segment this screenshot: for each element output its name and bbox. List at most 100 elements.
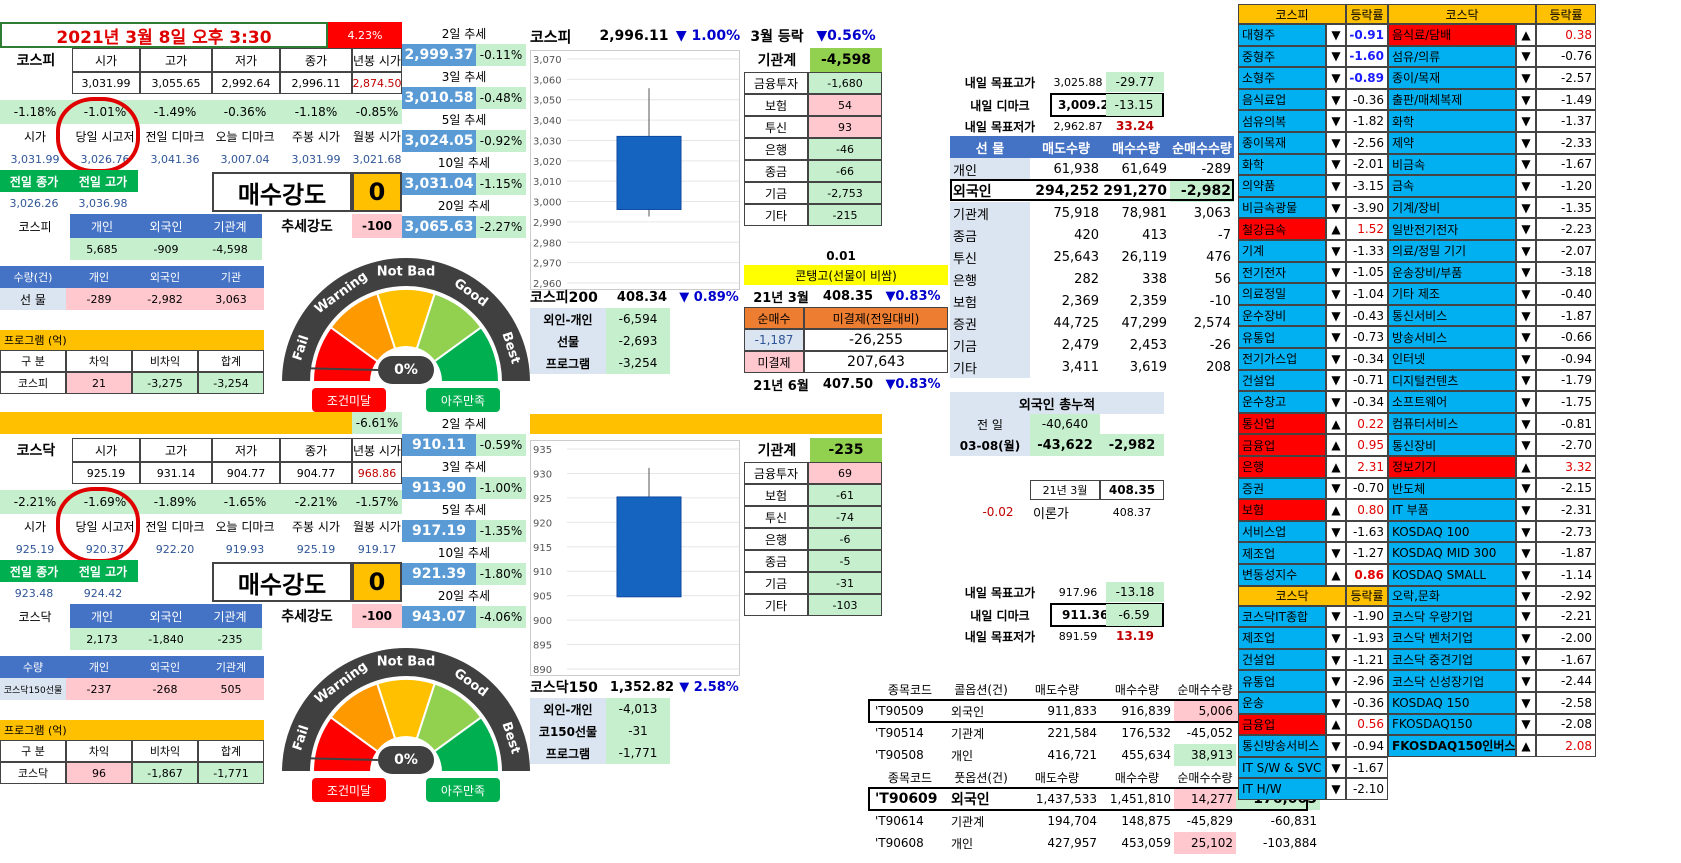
- program-value: -1,867: [132, 762, 198, 784]
- sector-cell: -0.66: [1536, 326, 1596, 348]
- trend-value: 3,010.58: [402, 87, 476, 109]
- sub-row-value: -3,254: [606, 352, 670, 374]
- kq-dmark-delta: -6.59: [1106, 604, 1162, 626]
- price-value: 2,996.11: [280, 72, 352, 94]
- cum-today: -2,982: [1100, 434, 1164, 456]
- program-value: -3,254: [198, 372, 264, 394]
- sector-cell: -1.37: [1536, 110, 1596, 132]
- gauge-label: Not Bad: [377, 265, 436, 280]
- futures-value: -2,982: [132, 288, 198, 310]
- price-header: 시가: [72, 438, 140, 462]
- arrow-icon: ▼: [1516, 520, 1536, 543]
- prev-high-label: 전일 고가: [68, 170, 138, 192]
- price-value-2: 919.17: [357, 542, 397, 556]
- futures-investor-cell: 61,649: [1121, 161, 1168, 177]
- sector-cell: 코스닥IT종합: [1238, 605, 1326, 628]
- sector-cell: -1.67: [1346, 756, 1388, 779]
- futures-investor-cell: -289: [1201, 161, 1231, 177]
- sector-cell: -1.49: [1536, 88, 1596, 111]
- futures-investor-cell: 75,918: [1053, 205, 1100, 221]
- option-cell: 개인: [951, 836, 974, 851]
- sub-index-price: 1,352.82: [610, 679, 674, 695]
- gauge-center: [378, 746, 434, 774]
- sub-index-name: 코스닥150: [530, 680, 598, 696]
- buy-strength-value: 0: [352, 562, 402, 602]
- arrow-icon: ▼: [1516, 542, 1536, 564]
- sector-cell: 방송서비스: [1388, 326, 1516, 348]
- sector-cell: -1.93: [1346, 627, 1388, 649]
- futures-investor-cell: 2,479: [1061, 337, 1099, 353]
- sector-cell: -2.58: [1536, 692, 1596, 714]
- sector-cell: -2.44: [1536, 670, 1596, 692]
- arrow-icon: ▼: [1516, 713, 1536, 736]
- sector-cell: -1.14: [1536, 564, 1596, 586]
- sector-cell: -3.90: [1346, 196, 1388, 219]
- sub-row-label: 프로그램: [530, 742, 606, 764]
- sector-cell: -0.94: [1346, 735, 1388, 757]
- trend-value: 910.11: [402, 434, 476, 456]
- sector-cell: 증권: [1238, 477, 1326, 500]
- arrow-icon: ▼: [1326, 283, 1346, 305]
- arrow-icon: ▼: [1516, 585, 1536, 606]
- option-cell: 1,437,533: [1035, 792, 1097, 806]
- option-cell: -45,829: [1174, 810, 1236, 832]
- month-change-value: ▼0.56%: [816, 28, 876, 44]
- candle-body: [616, 496, 682, 598]
- arrow-icon: ▼: [1326, 153, 1346, 176]
- sector-cell: 기타 제조: [1388, 283, 1516, 305]
- target-high-label: 내일 목표고가: [964, 75, 1036, 90]
- sector-cell: 운수창고: [1238, 391, 1326, 413]
- chart-ytick: 915: [533, 543, 552, 554]
- sector-cell: 0.86: [1346, 564, 1388, 586]
- sector-cell: 1.52: [1346, 218, 1388, 240]
- option-cell: 221,584: [1047, 726, 1097, 740]
- sector-cell: -1.87: [1536, 542, 1596, 564]
- chart-ytick: 910: [533, 567, 552, 578]
- fut2-month-value: 408.35: [1100, 480, 1164, 500]
- sector-cell: 소형주: [1238, 67, 1326, 89]
- sector-cell: -0.89: [1346, 67, 1388, 89]
- investor-header: 외국인: [134, 214, 198, 238]
- sector-cell: FKOSDAQ150: [1388, 713, 1516, 736]
- price-value: 925.19: [72, 462, 140, 484]
- program-title: 프로그램 (억): [0, 330, 264, 350]
- trend-label: 5일 추세: [441, 502, 487, 517]
- arrow-icon: ▲: [1326, 456, 1346, 478]
- futures-investor-cell: 413: [1142, 227, 1167, 243]
- inst-row-label: 보험: [744, 94, 808, 116]
- inst-total-value: -4,598: [810, 48, 882, 72]
- trend-pct: -0.11%: [476, 44, 526, 66]
- futures-investor-cell: 2,369: [1061, 293, 1099, 309]
- sub-row-label: 프로그램: [530, 352, 606, 374]
- price-value-2: 919.93: [225, 542, 265, 556]
- sector-cell: KOSDAQ SMALL: [1388, 564, 1516, 586]
- futures-investor-cell: 외국인: [953, 184, 992, 200]
- price-header-2: 월봉 시가: [353, 129, 401, 144]
- price-header: 고가: [140, 48, 212, 72]
- inst-row-label: 투신: [744, 116, 808, 138]
- sector-cell: 0.38: [1536, 24, 1596, 46]
- option-cell: 455,634: [1121, 748, 1171, 762]
- futures-header: 기관계: [198, 656, 264, 678]
- kosdaq-chart-header: [530, 414, 882, 434]
- sub-row-label: 외인-개인: [530, 698, 606, 720]
- sector-cell: -1.79: [1536, 369, 1596, 392]
- sector-cell: -2.33: [1536, 132, 1596, 154]
- kq-target-high-value: 917.96: [1058, 585, 1098, 599]
- trend-value: 943.07: [402, 606, 476, 628]
- sector-cell: -2.01: [1346, 153, 1388, 176]
- price-value-2: 925.19: [15, 542, 55, 556]
- sector-cell: -0.76: [1536, 45, 1596, 68]
- program-row-label: 코스닥: [0, 762, 66, 784]
- sub-row-label: 선물: [530, 330, 606, 352]
- gauge-pct: 0%: [394, 752, 418, 768]
- sector-cell: 건설업: [1238, 369, 1326, 392]
- option-cell: 911,833: [1047, 704, 1097, 718]
- price-value: 968.86: [352, 462, 402, 484]
- arrow-icon: ▲: [1326, 218, 1346, 240]
- arrow-icon: ▼: [1516, 45, 1536, 68]
- option-cell: -60,831: [1270, 814, 1317, 828]
- target-low-value: 2,962.87: [1053, 119, 1103, 133]
- arrow-icon: ▼: [1326, 240, 1346, 262]
